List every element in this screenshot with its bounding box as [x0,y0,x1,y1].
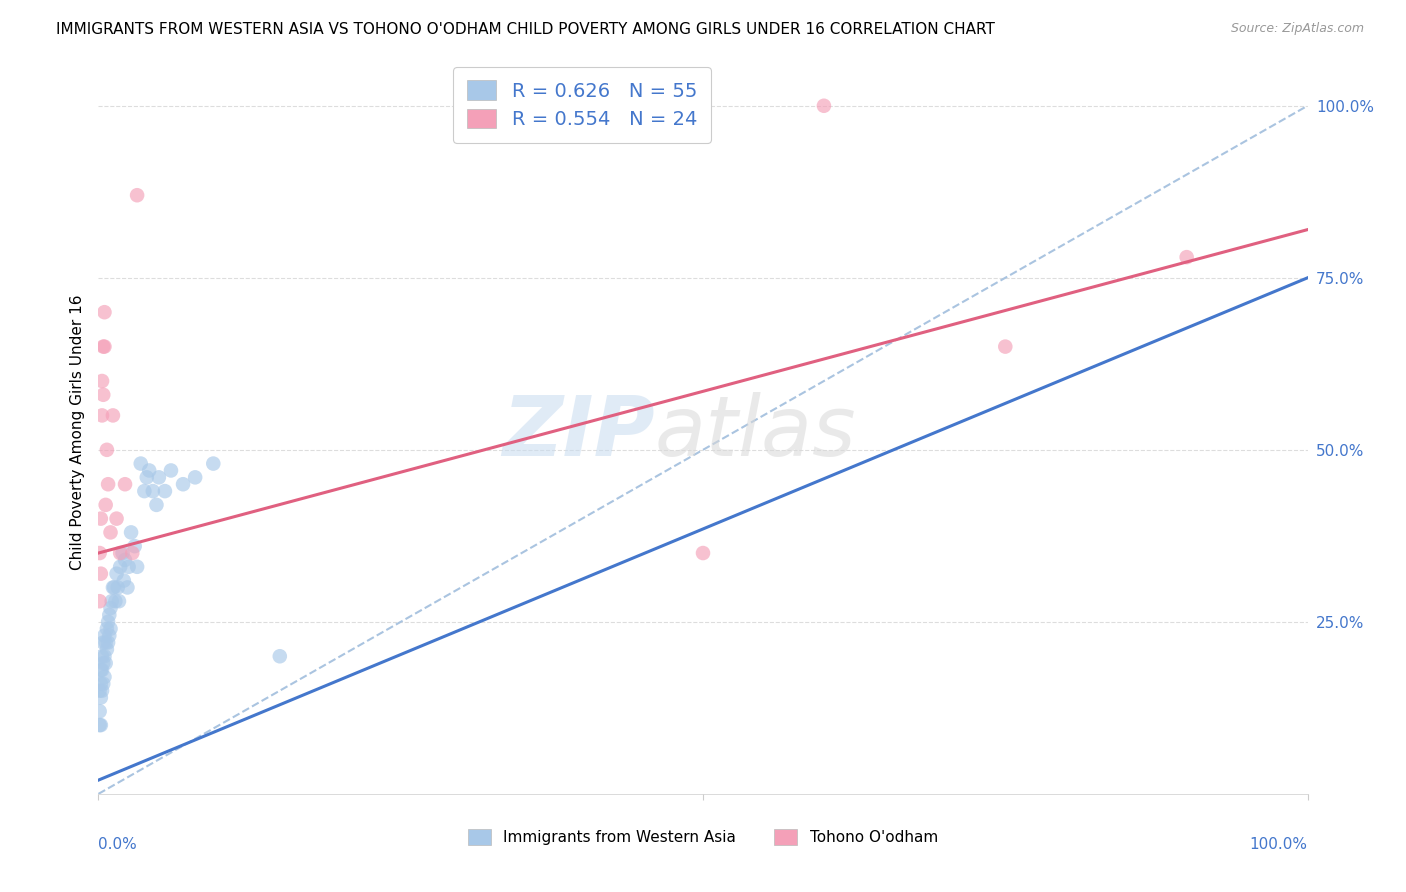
Point [97,477,120,491]
Point [135,470,157,484]
Point [101,581,124,595]
Point [94,635,117,649]
Point [91,656,114,670]
Point [813,99,835,113]
Point [124,539,146,553]
Point [184,470,207,484]
Point [96,622,118,636]
Point [93,340,115,354]
Point [98,629,121,643]
Point [93,305,115,319]
Text: atlas: atlas [655,392,856,473]
Point [127,559,149,574]
Point [114,477,136,491]
Point [93,670,115,684]
Point [91,677,114,691]
Point [94,656,117,670]
Point [89,704,111,718]
Text: 0.0%: 0.0% [98,838,138,852]
Point [91,683,114,698]
Point [105,566,128,581]
Point [172,477,194,491]
Point [91,374,114,388]
Point [692,546,714,560]
Point [89,718,111,732]
Text: 100.0%: 100.0% [1250,838,1308,852]
Point [108,546,131,560]
Point [121,546,143,560]
Point [94,498,117,512]
Point [90,690,112,705]
Point [89,683,111,698]
Point [117,581,139,595]
Point [994,340,1017,354]
Point [269,649,291,664]
Point [90,566,112,581]
Point [97,615,120,629]
Point [202,457,225,471]
Point [100,525,122,540]
Point [100,622,122,636]
Point [90,718,112,732]
Point [93,629,115,643]
Point [114,553,136,567]
Point [91,388,114,402]
Point [160,463,183,477]
Point [118,559,141,574]
Point [134,484,156,499]
Text: IMMIGRANTS FROM WESTERN ASIA VS TOHONO O'ODHAM CHILD POVERTY AMONG GIRLS UNDER 1: IMMIGRANTS FROM WESTERN ASIA VS TOHONO O… [56,22,995,37]
Point [112,574,135,588]
Text: Source: ZipAtlas.com: Source: ZipAtlas.com [1230,22,1364,36]
Point [98,607,121,622]
Point [107,581,129,595]
Point [100,601,122,615]
Point [91,649,114,664]
Point [100,594,122,608]
Point [89,546,111,560]
Text: ZIP: ZIP [502,392,655,473]
Point [108,559,131,574]
Point [91,663,114,677]
Point [153,484,176,499]
Point [120,525,142,540]
Point [127,188,149,202]
Point [96,442,118,457]
Point [145,498,167,512]
Y-axis label: Child Poverty Among Girls Under 16: Child Poverty Among Girls Under 16 [69,295,84,570]
Point [90,677,112,691]
Point [91,635,114,649]
Point [89,594,111,608]
Point [129,457,152,471]
Legend: Immigrants from Western Asia, Tohono O'odham: Immigrants from Western Asia, Tohono O'o… [463,823,943,851]
Point [90,511,112,525]
Point [108,594,131,608]
Point [91,409,114,423]
Point [138,463,160,477]
Point [91,340,114,354]
Point [90,663,112,677]
Point [104,594,127,608]
Point [103,581,125,595]
Point [105,511,128,525]
Point [101,409,124,423]
Point [111,546,134,560]
Point [93,649,115,664]
Point [148,470,170,484]
Point [97,635,120,649]
Point [142,484,165,499]
Point [96,642,118,657]
Point [1175,250,1198,264]
